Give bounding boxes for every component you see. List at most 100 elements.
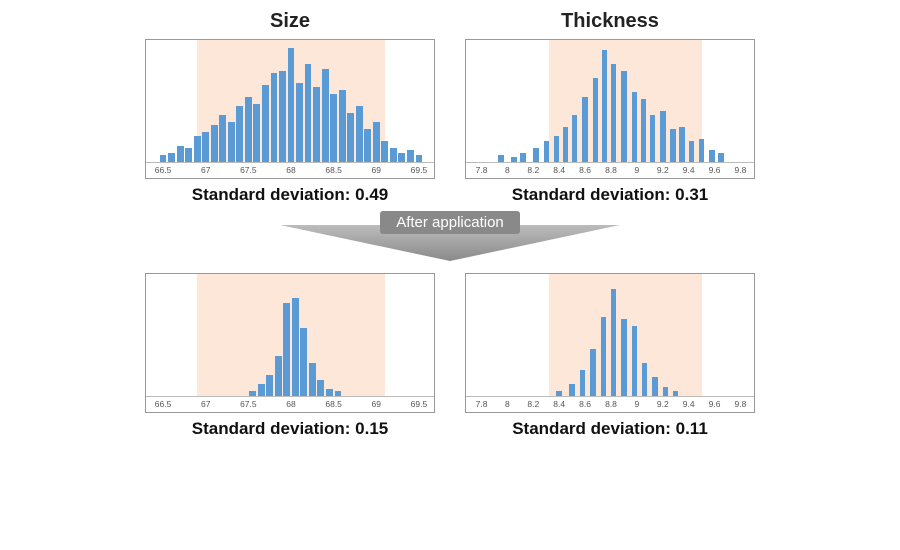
histogram-bar <box>185 148 192 162</box>
histogram-bar <box>262 85 269 162</box>
x-tick-label: 8.6 <box>579 399 591 409</box>
size-after-caption: Standard deviation: 0.15 <box>192 419 389 439</box>
x-tick-label: 7.8 <box>476 165 488 175</box>
histogram-bar <box>689 141 694 162</box>
x-tick-label: 8 <box>505 165 510 175</box>
histogram-bar <box>313 87 320 162</box>
histogram-bar <box>670 129 675 162</box>
x-tick-label: 69 <box>372 165 381 175</box>
x-axis: 66.56767.56868.56969.5 <box>146 162 434 178</box>
histogram-bar <box>407 150 414 162</box>
thickness-before-caption: Standard deviation: 0.31 <box>512 185 709 205</box>
x-tick-label: 8.2 <box>527 399 539 409</box>
x-axis: 7.888.28.48.68.899.29.49.69.8 <box>466 396 754 412</box>
size-before-caption: Standard deviation: 0.49 <box>192 185 389 205</box>
size-before-chart: 66.56767.56868.56969.5 <box>145 39 435 179</box>
x-tick-label: 8.8 <box>605 399 617 409</box>
histogram-bar <box>641 99 646 162</box>
histogram-bar <box>621 319 626 396</box>
bars-layer <box>466 274 754 396</box>
histogram-bar <box>283 303 290 396</box>
after-application-badge: After application <box>380 211 520 234</box>
histogram-bar <box>245 97 252 162</box>
histogram-bar <box>236 106 243 162</box>
x-tick-label: 9 <box>635 165 640 175</box>
x-tick-label: 67 <box>201 165 210 175</box>
histogram-bar <box>416 155 423 162</box>
x-tick-label: 8.2 <box>527 165 539 175</box>
x-tick-label: 68.5 <box>325 165 342 175</box>
size-before-col: Size 66.56767.56868.56969.5 Standard dev… <box>145 10 435 205</box>
x-tick-label: 9.2 <box>657 399 669 409</box>
size-after-chart: 66.56767.56868.56969.5 <box>145 273 435 413</box>
after-application-arrow: After application <box>120 211 780 263</box>
histogram-bar <box>660 111 665 162</box>
x-tick-label: 8.4 <box>553 165 565 175</box>
histogram-bar <box>679 127 684 162</box>
histogram-bar <box>593 78 598 162</box>
thickness-before-col: Thickness 7.888.28.48.68.899.29.49.69.8 … <box>465 10 755 205</box>
histogram-bar <box>611 64 616 162</box>
x-axis: 66.56767.56868.56969.5 <box>146 396 434 412</box>
histogram-bar <box>322 69 329 162</box>
histogram-bar <box>177 146 184 162</box>
histogram-bar <box>228 122 235 162</box>
histogram-bar <box>194 136 201 162</box>
histogram-bar <box>317 380 324 396</box>
histogram-bar <box>279 71 286 162</box>
histogram-bar <box>271 73 278 162</box>
x-tick-label: 9.4 <box>683 165 695 175</box>
histogram-bar <box>563 127 568 162</box>
histogram-bar <box>590 349 595 396</box>
before-row: Size 66.56767.56868.56969.5 Standard dev… <box>120 10 780 205</box>
histogram-bar <box>309 363 316 396</box>
histogram-bar <box>202 132 209 162</box>
histogram-bar <box>602 50 607 162</box>
x-tick-label: 9.6 <box>709 399 721 409</box>
plot-area <box>146 40 434 162</box>
x-tick-label: 67.5 <box>240 165 257 175</box>
x-tick-label: 9 <box>635 399 640 409</box>
histogram-bar <box>326 389 333 396</box>
x-tick-label: 69 <box>372 399 381 409</box>
x-tick-label: 69.5 <box>411 399 428 409</box>
histogram-bar <box>258 384 265 396</box>
histogram-bar <box>642 363 647 396</box>
histogram-bar <box>300 328 307 396</box>
histogram-bar <box>611 289 616 396</box>
x-tick-label: 8.6 <box>579 165 591 175</box>
histogram-bar <box>498 155 503 162</box>
x-tick-label: 9.8 <box>735 165 747 175</box>
histogram-bar <box>569 384 574 396</box>
histogram-bar <box>663 387 668 396</box>
bars-layer <box>146 274 434 396</box>
histogram-bar <box>305 64 312 162</box>
histogram-bar <box>364 129 371 162</box>
histogram-bar <box>381 141 388 162</box>
x-tick-label: 9.2 <box>657 165 669 175</box>
x-tick-label: 9.6 <box>709 165 721 175</box>
histogram-bar <box>211 125 218 162</box>
thickness-after-caption: Standard deviation: 0.11 <box>512 419 708 439</box>
plot-area <box>466 274 754 396</box>
histogram-bar <box>356 106 363 162</box>
thickness-title: Thickness <box>561 10 659 33</box>
x-tick-label: 69.5 <box>411 165 428 175</box>
histogram-bar <box>288 48 295 162</box>
x-tick-label: 68 <box>286 399 295 409</box>
histogram-bar <box>292 298 299 396</box>
histogram-bar <box>652 377 657 396</box>
histogram-bar <box>699 139 704 162</box>
x-tick-label: 67.5 <box>240 399 257 409</box>
histogram-bar <box>554 136 559 162</box>
size-after-col: 66.56767.56868.56969.5 Standard deviatio… <box>145 273 435 439</box>
plot-area <box>466 40 754 162</box>
histogram-bar <box>533 148 538 162</box>
histogram-bar <box>296 83 303 162</box>
histogram-bar <box>572 115 577 162</box>
histogram-bar <box>632 92 637 162</box>
histogram-bar <box>398 153 405 162</box>
histogram-bar <box>168 153 175 162</box>
histogram-bar <box>718 153 723 162</box>
after-row: 66.56767.56868.56969.5 Standard deviatio… <box>120 273 780 439</box>
